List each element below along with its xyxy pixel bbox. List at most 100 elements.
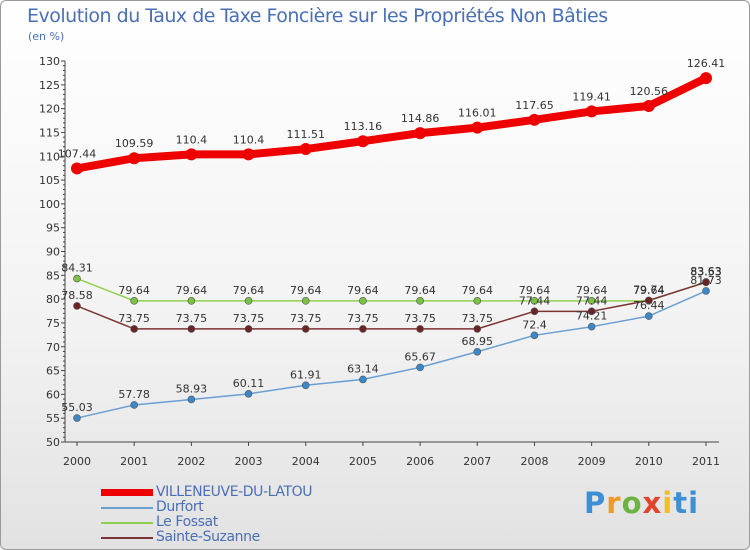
data-label: 74.21	[576, 310, 608, 323]
data-point	[73, 414, 81, 422]
data-label: 120.56	[630, 85, 669, 98]
data-label: 109.59	[115, 137, 154, 150]
data-point	[587, 322, 596, 331]
y-tick-label: 125	[39, 79, 60, 92]
data-point	[301, 325, 310, 333]
data-point	[359, 375, 367, 384]
legend-item: VILLENEUVE-DU-LATOU	[101, 484, 401, 500]
x-tick-label: 2010	[635, 455, 663, 468]
logo-letter: i	[688, 486, 700, 520]
data-label: 58.93	[176, 382, 208, 395]
legend-item: Durfort	[101, 499, 401, 515]
legend-swatch	[101, 537, 153, 539]
legend-item: Le Fossat	[101, 514, 401, 530]
data-point	[700, 72, 712, 85]
data-point	[130, 325, 138, 333]
data-label: 79.64	[118, 284, 150, 297]
data-point	[528, 113, 541, 126]
data-label: 119.41	[572, 90, 611, 103]
x-tick-label: 2008	[520, 455, 548, 468]
data-label: 61.91	[290, 368, 322, 381]
x-tick-label: 2005	[349, 455, 377, 468]
y-tick-label: 110	[39, 150, 60, 163]
data-label: 83.63	[690, 265, 722, 278]
y-tick-label: 90	[46, 246, 60, 259]
y-tick-label: 100	[39, 198, 60, 211]
data-labels-layer: 55.03 57.78 58.93 60.11 61.91 63.14 65.67 68.95…	[58, 57, 726, 414]
series-layer	[71, 72, 712, 422]
data-point	[642, 99, 655, 112]
y-tick-label: 130	[39, 55, 60, 68]
data-point	[301, 381, 310, 390]
data-label: 83.53	[690, 265, 722, 278]
data-point	[414, 127, 427, 140]
data-label: 63.14	[347, 362, 379, 375]
logo-letter: x	[642, 486, 663, 520]
x-tick-label: 2006	[406, 455, 434, 468]
x-tick-label: 2002	[177, 455, 205, 468]
data-label: 79.64	[290, 284, 322, 297]
data-point	[73, 302, 81, 310]
y-tick-label: 115	[39, 126, 60, 139]
data-label: 79.64	[176, 284, 208, 297]
y-tick-label: 95	[46, 222, 60, 235]
data-point	[530, 307, 539, 316]
y-tick-label: 70	[46, 341, 60, 354]
legend-label: Sainte-Suzanne	[156, 529, 260, 545]
data-point	[702, 278, 710, 287]
y-tick-label: 50	[46, 436, 60, 449]
data-point	[473, 347, 482, 356]
data-label: 73.75	[290, 312, 322, 325]
logo-letter: P	[584, 486, 607, 520]
legend: VILLENEUVE-DU-LATOU Durfort Le Fossat Sa…	[101, 484, 401, 545]
data-point	[244, 297, 253, 305]
data-label: 79.64	[233, 284, 265, 297]
series-line-durfort	[76, 290, 707, 419]
legend-label: Durfort	[156, 499, 204, 515]
data-point	[187, 395, 196, 404]
series-line-sainte-suzanne	[76, 281, 707, 330]
data-point	[359, 297, 367, 305]
data-point	[130, 297, 138, 305]
data-label: 78.58	[61, 289, 93, 302]
data-label: 76.44	[633, 299, 665, 312]
series-line-villeneuve-du-latou	[73, 74, 710, 173]
data-point	[130, 401, 138, 409]
data-label: 68.95	[462, 335, 494, 348]
data-label: 79.64	[347, 284, 379, 297]
data-point	[244, 325, 253, 333]
x-tick-label: 2000	[63, 455, 91, 468]
data-label: 114.86	[401, 112, 440, 125]
data-point	[416, 325, 424, 333]
data-point	[128, 152, 141, 165]
logo-letter: i	[662, 486, 674, 520]
y-tick-label: 60	[46, 388, 60, 401]
data-label: 117.65	[515, 99, 554, 112]
data-point	[416, 363, 424, 372]
data-label: 73.75	[347, 312, 379, 325]
data-label: 79.64	[404, 284, 436, 297]
data-point	[187, 325, 196, 333]
x-tick-label: 2003	[235, 455, 263, 468]
y-tick-label: 85	[46, 269, 60, 282]
data-label: 79.64	[576, 284, 608, 297]
data-point	[587, 297, 596, 305]
data-point	[473, 297, 482, 305]
y-axis-unit-label: (en %)	[28, 30, 65, 43]
data-point	[71, 162, 83, 175]
data-label: 107.44	[58, 147, 97, 160]
x-tick-label: 2009	[578, 455, 606, 468]
data-label: 110.4	[233, 133, 265, 146]
data-point	[530, 297, 539, 305]
data-label: 60.11	[233, 377, 265, 390]
data-point	[299, 143, 312, 156]
legend-swatch	[101, 489, 153, 496]
data-point	[530, 331, 539, 340]
data-point	[301, 297, 310, 305]
data-label: 79.64	[462, 284, 494, 297]
y-tick-label: 105	[39, 174, 60, 187]
data-point	[244, 390, 253, 398]
data-label: 73.75	[233, 312, 265, 325]
data-label: 116.01	[458, 107, 497, 120]
